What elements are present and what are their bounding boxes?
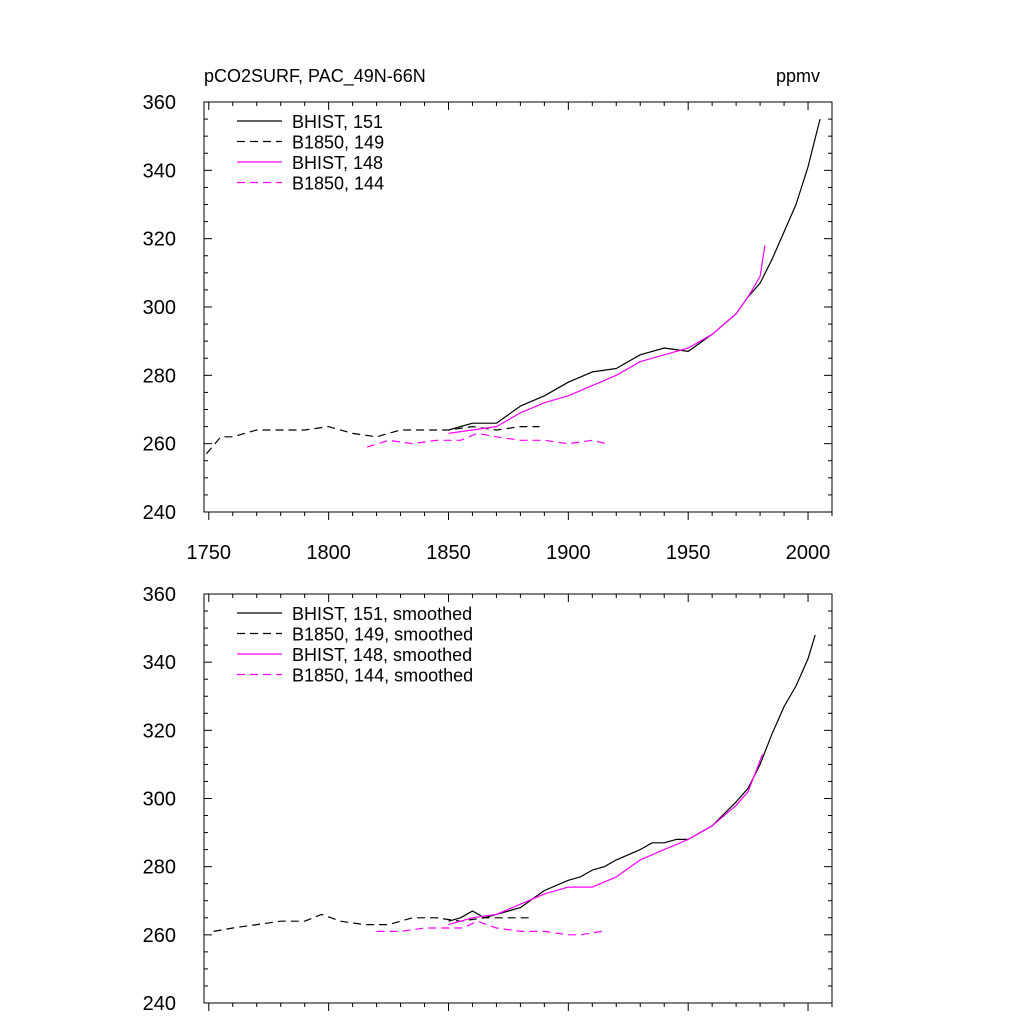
series-line-3: [366, 432, 607, 448]
x-tick-label: 1900: [546, 542, 591, 564]
series-line-3: [376, 920, 602, 936]
y-tick-label: 360: [143, 92, 176, 114]
y-tick-label: 300: [143, 789, 176, 811]
chart-title-left: pCO2SURF, PAC_49N-66N: [204, 66, 426, 87]
top-panel: 240 260 280 300 320 340 360 1750 1800 1850 1900 195…: [143, 92, 833, 564]
series-line-1: [213, 913, 533, 932]
legend-label-1: B1850, 149: [292, 133, 384, 153]
series-line-2: [448, 245, 766, 434]
y-tick-label: 260: [143, 925, 176, 947]
series-line-0: [448, 118, 821, 431]
x-tick-label: 1750: [187, 542, 232, 564]
y-tick-label: 300: [143, 297, 176, 319]
legend-label-3: B1850, 144: [292, 174, 384, 194]
legend-label-2: BHIST, 148, smoothed: [292, 645, 472, 665]
legend-label-0: BHIST, 151: [292, 112, 383, 132]
series-line-2: [448, 753, 764, 926]
x-tick-label: 2000: [786, 542, 831, 564]
series-line-0: [448, 634, 816, 922]
y-tick-label: 340: [143, 160, 176, 182]
legend-label-0: BHIST, 151, smoothed: [292, 604, 472, 624]
legend-label-1: B1850, 149, smoothed: [292, 625, 473, 645]
series-line-1: [205, 426, 540, 455]
y-tick-label: 340: [143, 652, 176, 674]
y-tick-label: 240: [143, 993, 176, 1015]
bottom-panel: 240 260 280 300 320 340 360 BHIST, 151, smoothe…: [143, 584, 833, 1015]
y-tick-label: 240: [143, 502, 176, 524]
y-tick-label: 260: [143, 434, 176, 456]
y-tick-label: 320: [143, 720, 176, 742]
legend-label-2: BHIST, 148: [292, 153, 383, 173]
x-tick-label: 1850: [426, 542, 471, 564]
y-tick-label: 280: [143, 365, 176, 387]
y-tick-label: 360: [143, 584, 176, 606]
chart-title-right: ppmv: [776, 66, 820, 86]
x-tick-label: 1800: [306, 542, 351, 564]
x-tick-label: 1950: [666, 542, 711, 564]
y-tick-label: 320: [143, 229, 176, 251]
y-tick-label: 280: [143, 857, 176, 879]
legend-label-3: B1850, 144, smoothed: [292, 666, 473, 686]
